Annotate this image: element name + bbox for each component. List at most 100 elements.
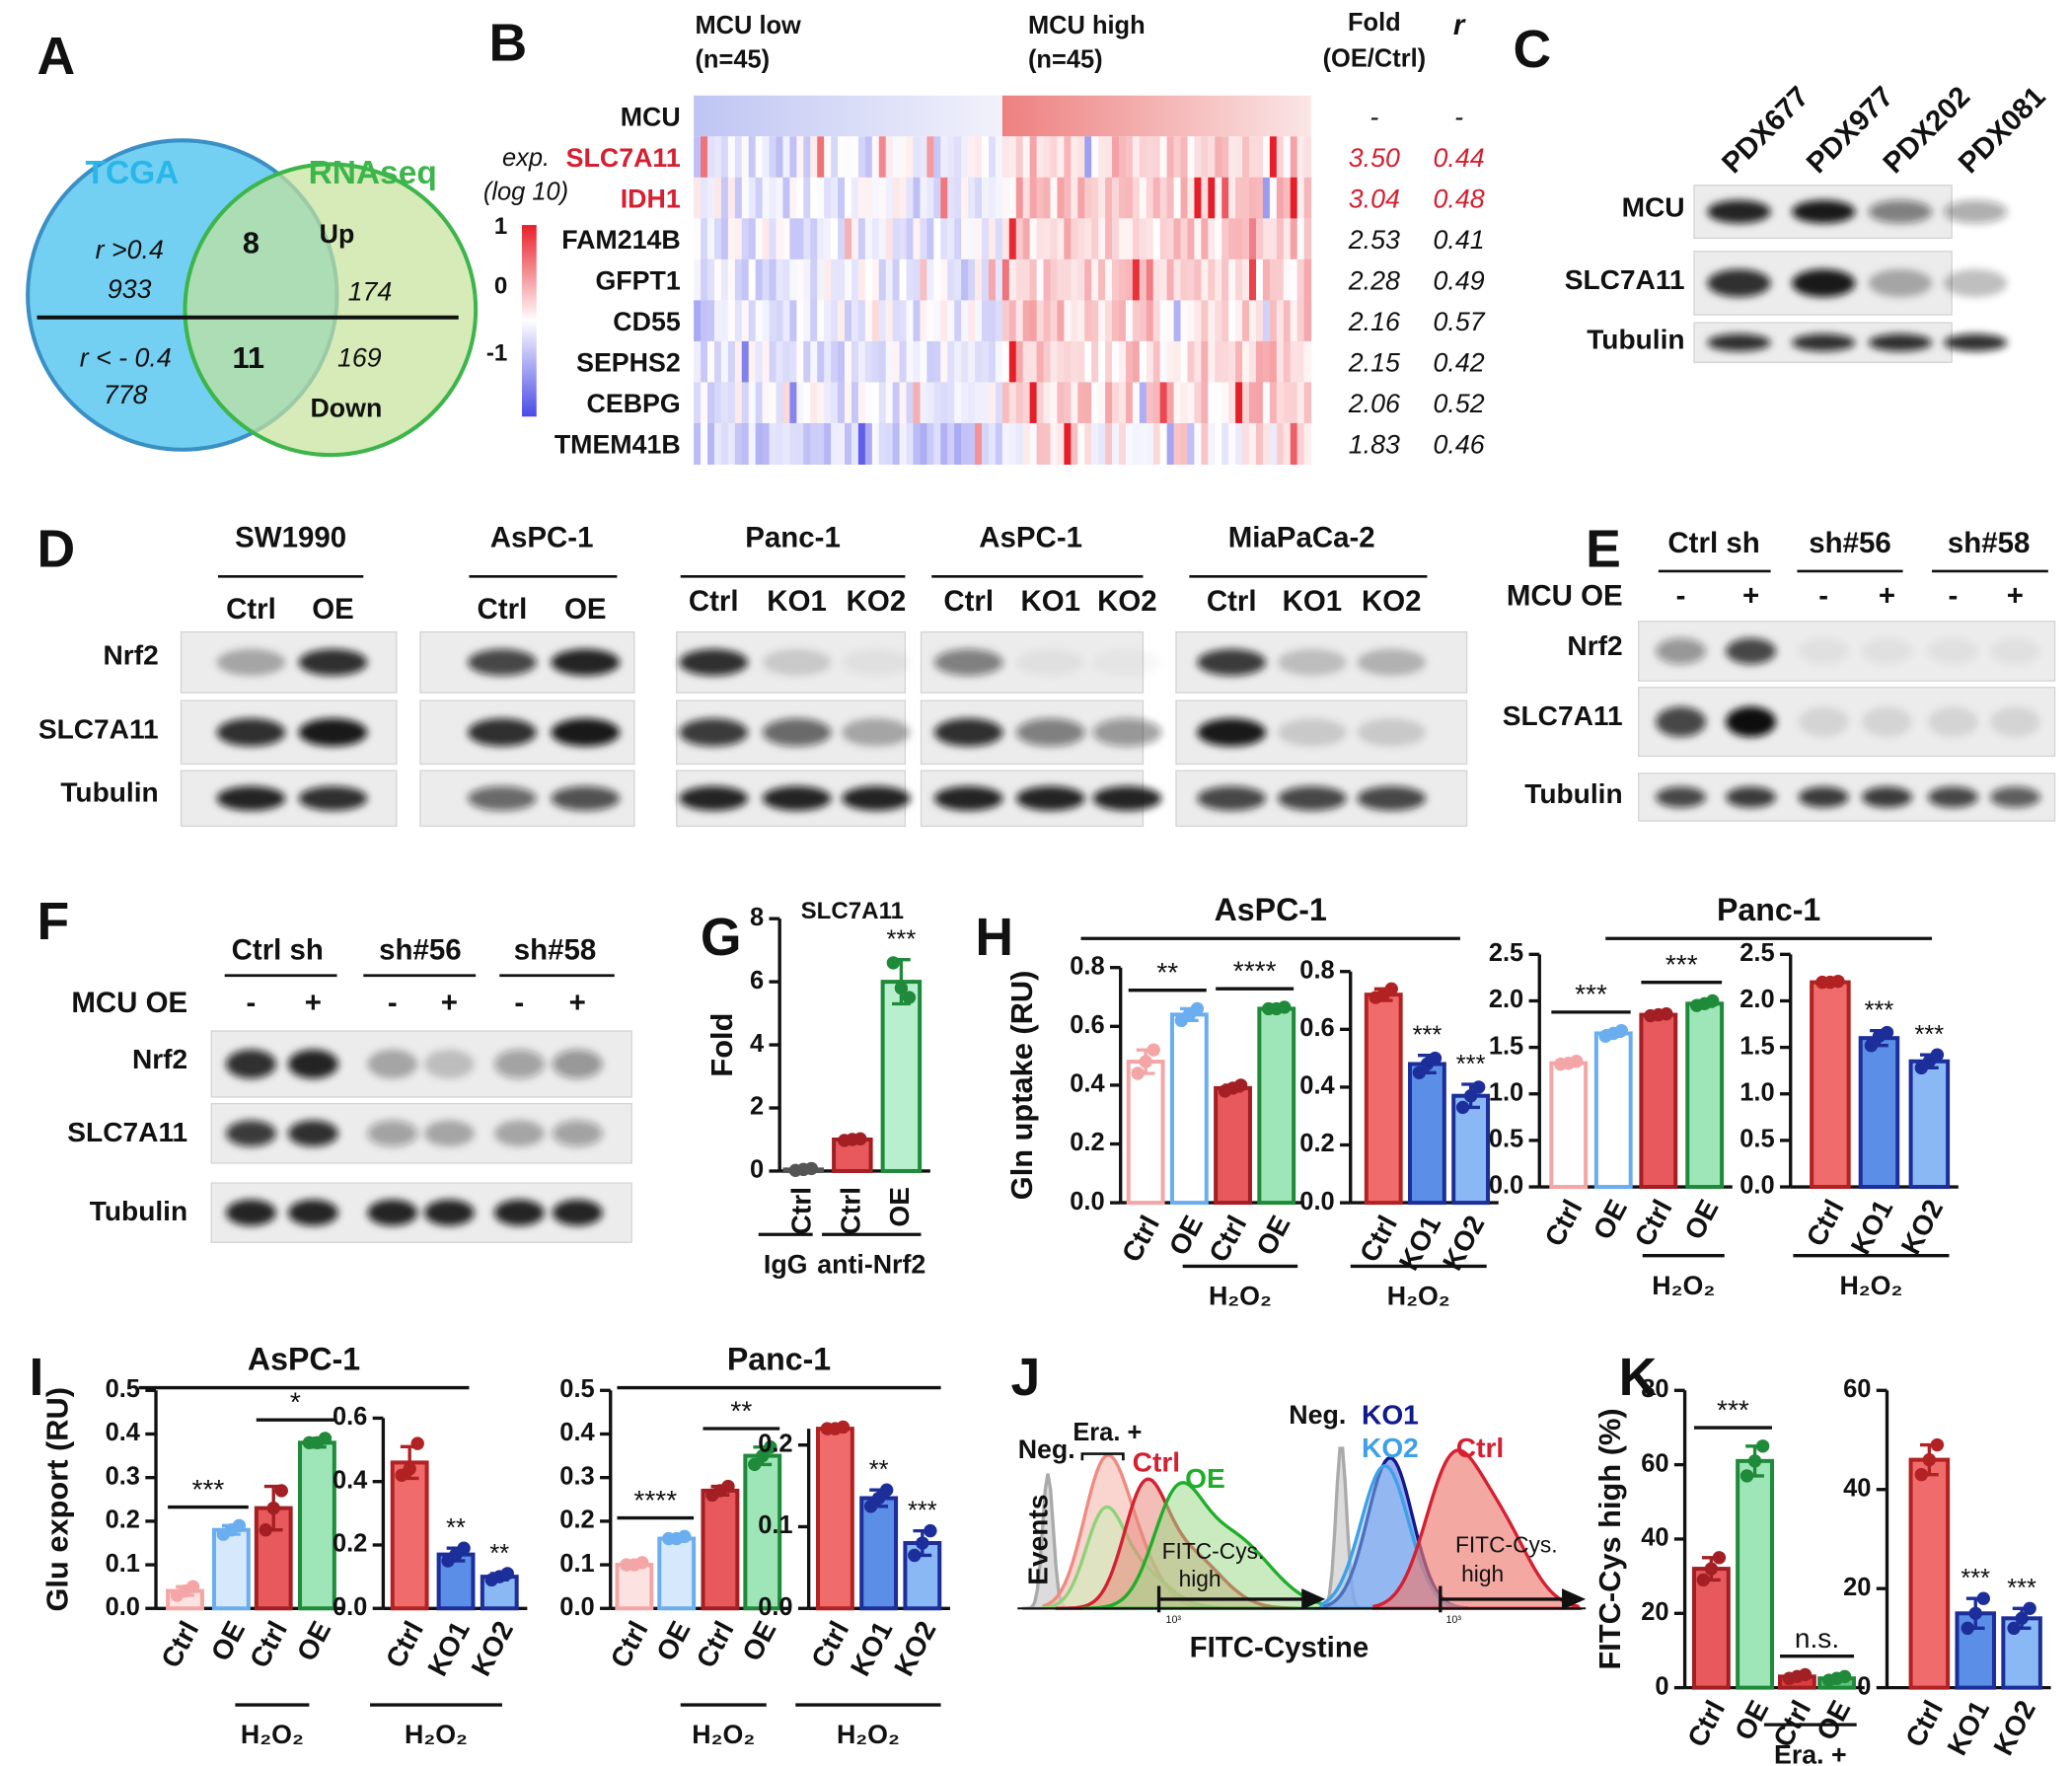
heatmap-cell [1132,340,1141,383]
heatmap-cell [920,340,927,383]
data-point [1712,1551,1727,1565]
heatmap-cell [1152,300,1161,342]
heatmap-cell [831,177,839,219]
heatmap-cell [906,177,915,219]
heatmap-cell [1194,136,1202,179]
heatmap-cell [1235,300,1243,342]
y-tick-label: 6 [750,967,764,994]
heatmap-cell [1303,300,1312,342]
heatmap-cell [871,382,880,424]
significance-label: *** [1413,1022,1443,1050]
heatmap-cell [1283,382,1292,424]
heatmap-cell [1064,382,1072,424]
heatmap-cell [1098,177,1106,219]
bar [1639,1012,1678,1190]
y-tick-label: 60 [1641,1449,1668,1477]
heatmap-cell [1303,340,1312,383]
heatmap-cell [694,422,702,465]
heatmap-cell [947,258,955,301]
heatmap-cell [803,340,811,383]
heatmap-cell [845,382,852,424]
chart-title: Panc-1 [1717,892,1820,927]
heatmap-cell [789,422,797,465]
heatmap-cell [1159,422,1168,465]
heatmap-cell [789,136,797,179]
band [226,1120,276,1147]
heatmap-cell [982,382,990,424]
heatmap-cell [899,177,908,219]
heatmap-cell [961,422,969,465]
heatmap-cell [782,382,790,424]
heatmap-cell [1166,136,1175,179]
heatmap-cell [1242,422,1250,465]
heatmap-cell [1173,218,1182,260]
heatmap-cell [926,258,934,301]
heatmap-cell [954,177,962,219]
heatmap-cell [913,382,921,424]
data-point [879,1483,894,1497]
heatmap-cell [1029,300,1038,342]
band [423,1199,475,1226]
x-tick-label: Ctrl [786,1187,817,1234]
y-tick-label: 0.8 [1299,956,1334,984]
heatmap-cell [1255,340,1264,383]
significance-label: *** [908,1498,937,1525]
heatmap-cell [707,340,715,383]
heatmap-cell [864,340,873,383]
heatmap-cell [1132,136,1141,179]
heatmap-cell [1071,340,1078,383]
data-point [1864,1039,1879,1053]
group-label: H₂O₂ [837,1720,900,1749]
band [1944,268,2008,298]
heatmap-cell [961,258,969,301]
label: RNAseq [309,155,437,191]
heatmap-cell [1146,422,1154,465]
heatmap-cell [1029,218,1038,260]
heatmap-cell [878,382,887,424]
data-point [1704,1562,1719,1576]
heatmap-cell [857,382,866,424]
x-tick-label: Ctrl [244,1616,293,1672]
band [1015,785,1085,811]
heatmap-cell [741,422,750,465]
label: KO1 [1362,1399,1419,1430]
heatmap-cell [1064,300,1072,342]
heatmap-cell [1228,258,1236,301]
heatmap-cell [803,218,811,260]
heatmap-cell [1173,382,1182,424]
label: r [1453,9,1466,41]
panel-letter: J [1011,1349,1041,1407]
heatmap-cell [782,300,790,342]
data-point [836,1420,851,1435]
heatmap-cell [1064,258,1072,301]
heatmap-cell [1235,218,1243,260]
band [493,1199,545,1226]
heatmap-cell [1001,382,1010,424]
heatmap-cell [782,422,790,465]
heatmap-cell [864,258,873,301]
heatmap-cell [975,382,983,424]
heatmap-cell [845,218,852,260]
chart-title: Panc-1 [727,1341,831,1376]
heatmap-cell [831,422,839,465]
heatmap-cell [831,340,839,383]
band [1278,648,1347,676]
data-point [1930,1048,1945,1062]
heatmap-cell [954,136,962,179]
heatmap-cell [1159,382,1168,424]
heatmap-cell [1194,258,1202,301]
data-point [259,1523,272,1537]
heatmap-cell [1064,177,1072,219]
heatmap-cell [701,258,708,301]
heatmap-cell [1091,300,1099,342]
y-tick-label: 0.0 [559,1593,594,1621]
heatmap-cell [1283,258,1292,301]
heatmap-cell [1118,136,1127,179]
heatmap-cell [988,340,997,383]
heatmap-cell [694,177,702,219]
heatmap-cell [982,300,990,342]
band [1989,786,2040,808]
heatmap-cell [1276,136,1285,179]
heatmap-cell [975,340,983,383]
data-point [410,1436,424,1450]
